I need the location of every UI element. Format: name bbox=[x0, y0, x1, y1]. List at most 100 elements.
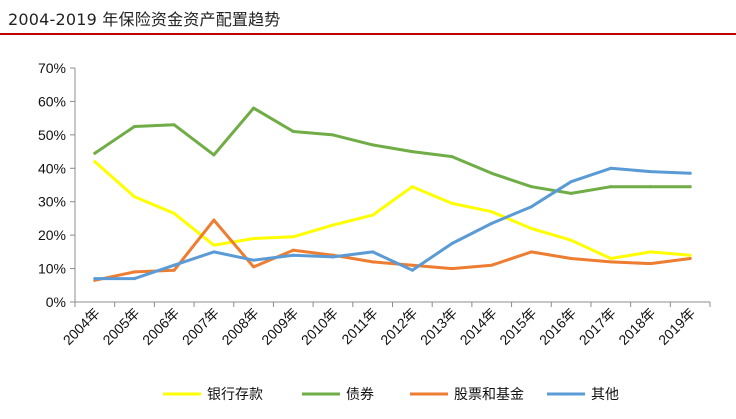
x-tick-label: 2005年 bbox=[99, 305, 142, 348]
data-point bbox=[93, 160, 97, 164]
x-tick-label: 2009年 bbox=[258, 305, 301, 348]
series-line-1 bbox=[93, 160, 692, 260]
data-point bbox=[172, 268, 176, 272]
data-point bbox=[529, 205, 533, 209]
data-point bbox=[490, 263, 494, 267]
y-tick-label: 70% bbox=[38, 60, 66, 76]
data-point bbox=[450, 242, 454, 245]
data-point bbox=[371, 260, 375, 264]
data-point bbox=[331, 223, 335, 227]
x-tick-label: 2007年 bbox=[179, 305, 222, 348]
x-tick-label: 2011年 bbox=[338, 305, 381, 348]
data-point bbox=[93, 151, 97, 155]
data-point bbox=[450, 201, 454, 205]
data-point bbox=[252, 236, 256, 240]
data-point bbox=[450, 267, 454, 271]
y-tick-label: 0% bbox=[46, 294, 66, 310]
data-point bbox=[172, 211, 176, 215]
legend-item: 债券 bbox=[302, 387, 374, 403]
title-underline bbox=[0, 33, 736, 35]
data-point bbox=[331, 133, 335, 137]
data-point bbox=[212, 250, 216, 254]
data-point bbox=[410, 150, 414, 154]
data-point bbox=[529, 250, 533, 254]
x-tick-label: 2017年 bbox=[576, 305, 619, 348]
series-lines bbox=[93, 106, 692, 282]
data-point bbox=[688, 253, 692, 257]
data-point bbox=[529, 226, 533, 230]
y-tick-label: 60% bbox=[38, 93, 66, 109]
x-tick-label: 2006年 bbox=[139, 305, 182, 348]
data-point bbox=[291, 235, 295, 239]
data-point bbox=[609, 260, 613, 264]
data-point bbox=[172, 263, 176, 267]
x-tick-label: 2008年 bbox=[218, 305, 261, 348]
data-point bbox=[609, 166, 613, 170]
data-point bbox=[569, 238, 573, 242]
legend-label: 其他 bbox=[591, 387, 619, 403]
data-point bbox=[93, 277, 97, 281]
data-point bbox=[371, 143, 375, 147]
data-point bbox=[371, 213, 375, 217]
data-point bbox=[252, 258, 256, 262]
data-point bbox=[410, 263, 414, 267]
data-point bbox=[688, 171, 692, 175]
series-line-3 bbox=[93, 218, 692, 282]
y-tick-label: 30% bbox=[38, 194, 66, 210]
legend-label: 银行存款 bbox=[207, 387, 263, 403]
data-point bbox=[410, 185, 414, 189]
y-tick-label: 20% bbox=[38, 227, 66, 243]
data-point bbox=[291, 130, 295, 134]
data-point bbox=[490, 221, 494, 225]
data-point bbox=[688, 257, 692, 261]
legend: 银行存款 债券 股票和基金 其他 bbox=[163, 386, 619, 403]
x-tick-label: 2016年 bbox=[536, 305, 579, 348]
y-tick-label: 50% bbox=[38, 127, 66, 143]
x-tick-label: 2004年 bbox=[60, 305, 103, 348]
legend-item: 银行存款 bbox=[163, 387, 263, 403]
data-point bbox=[371, 250, 375, 254]
data-point bbox=[252, 106, 256, 110]
data-point bbox=[688, 185, 692, 189]
x-tick-label: 2010年 bbox=[298, 305, 341, 348]
data-point bbox=[648, 170, 652, 174]
data-point bbox=[609, 257, 613, 261]
data-point bbox=[529, 185, 533, 189]
data-point bbox=[490, 171, 494, 175]
axes: 0%10%20%30%40%50%60%70%2004年2005年2006年20… bbox=[38, 60, 711, 348]
data-point bbox=[212, 243, 216, 247]
data-point bbox=[648, 185, 652, 189]
data-point bbox=[569, 257, 573, 261]
data-point bbox=[291, 253, 295, 257]
data-point bbox=[133, 270, 137, 274]
data-point bbox=[331, 255, 335, 259]
x-tick-label: 2015年 bbox=[496, 305, 539, 348]
data-point bbox=[212, 218, 216, 222]
x-tick-label: 2013年 bbox=[417, 305, 460, 348]
data-point bbox=[450, 155, 454, 159]
legend-item: 股票和基金 bbox=[410, 386, 524, 403]
data-point bbox=[252, 265, 256, 269]
series-line-4 bbox=[93, 166, 692, 281]
data-point bbox=[410, 268, 414, 272]
data-point bbox=[569, 180, 573, 184]
data-point bbox=[648, 250, 652, 254]
y-tick-label: 40% bbox=[38, 160, 66, 176]
data-point bbox=[648, 262, 652, 266]
series-line-2 bbox=[93, 106, 692, 195]
data-point bbox=[490, 210, 494, 214]
data-point bbox=[291, 248, 295, 252]
data-point bbox=[212, 153, 216, 157]
legend-item: 其他 bbox=[547, 387, 619, 403]
chart-title: 2004-2019 年保险资金资产配置趋势 bbox=[8, 10, 281, 29]
data-point bbox=[133, 277, 137, 281]
x-tick-label: 2012年 bbox=[377, 305, 420, 348]
data-point bbox=[569, 191, 573, 195]
legend-label: 股票和基金 bbox=[454, 386, 524, 403]
data-point bbox=[133, 195, 137, 199]
x-tick-label: 2019年 bbox=[655, 305, 698, 348]
data-point bbox=[172, 123, 176, 127]
x-tick-label: 2014年 bbox=[457, 305, 500, 348]
y-tick-label: 10% bbox=[38, 261, 66, 277]
